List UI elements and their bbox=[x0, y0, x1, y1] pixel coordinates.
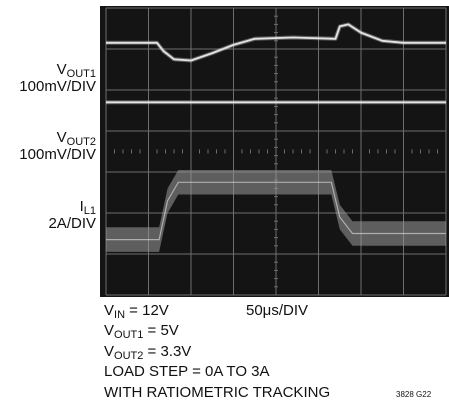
vout1-channel-label: VOUT1 100mV/DIV bbox=[19, 61, 96, 95]
vout1-condition: VOUT1 = 5V bbox=[104, 322, 179, 341]
il1-scale: 2A/DIV bbox=[48, 215, 96, 232]
series-il1-line bbox=[106, 181, 446, 241]
figure-id: 3828 G22 bbox=[396, 390, 432, 399]
vout1-scale: 100mV/DIV bbox=[19, 78, 96, 95]
scope-grid bbox=[105, 7, 447, 296]
il1-channel-label: IL1 2A/DIV bbox=[48, 198, 96, 232]
vout2-condition: VOUT2 = 3.3V bbox=[104, 343, 192, 362]
scope-traces bbox=[106, 22, 446, 252]
oscilloscope-screen bbox=[100, 6, 449, 297]
timebase-label: 50μs/DIV bbox=[246, 302, 308, 319]
series-il1-ripple-band bbox=[106, 170, 446, 252]
tracking-condition: WITH RATIOMETRIC TRACKING bbox=[104, 384, 331, 401]
vin-condition: VIN = 12V bbox=[104, 302, 169, 321]
vout2-channel-label: VOUT2 100mV/DIV bbox=[19, 129, 96, 163]
vout2-scale: 100mV/DIV bbox=[19, 146, 96, 163]
series-vout1-line bbox=[106, 23, 446, 62]
load-step-condition: LOAD STEP = 0A TO 3A bbox=[104, 363, 270, 380]
